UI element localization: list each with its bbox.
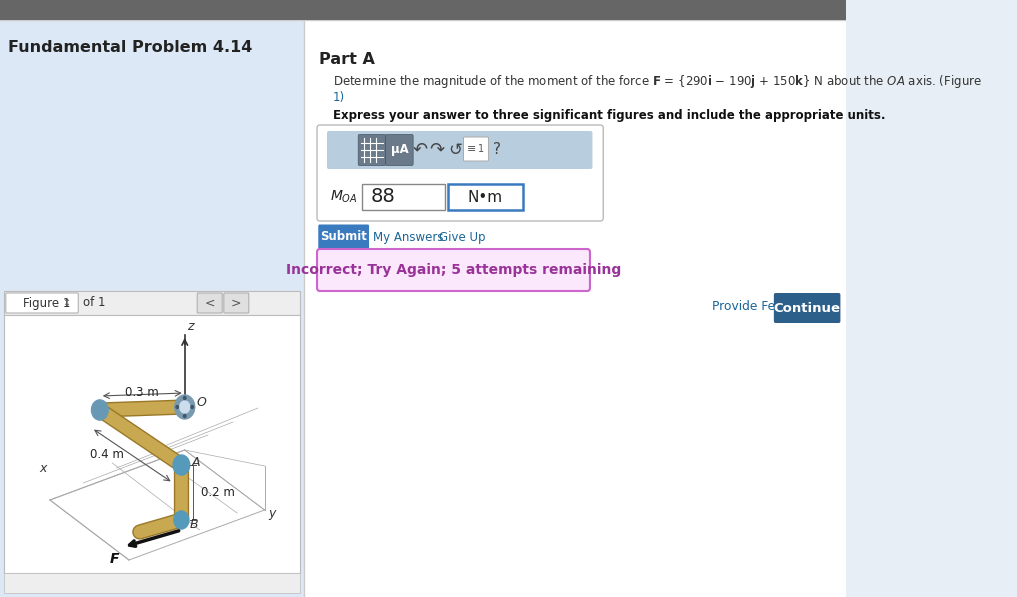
Text: of 1: of 1 (83, 297, 106, 309)
Circle shape (180, 401, 190, 413)
FancyBboxPatch shape (464, 137, 488, 161)
FancyBboxPatch shape (4, 291, 300, 315)
Circle shape (183, 414, 186, 417)
Text: My Answers: My Answers (373, 230, 443, 244)
Text: Incorrect; Try Again; 5 attempts remaining: Incorrect; Try Again; 5 attempts remaini… (286, 263, 621, 277)
Circle shape (191, 405, 193, 408)
Text: A: A (191, 457, 200, 469)
Text: O: O (196, 396, 206, 410)
Text: Provide Feedback: Provide Feedback (712, 300, 820, 313)
FancyBboxPatch shape (4, 315, 300, 573)
FancyBboxPatch shape (197, 293, 222, 313)
Text: ?: ? (493, 143, 500, 158)
Text: Give Up: Give Up (439, 230, 486, 244)
Text: 88: 88 (370, 187, 395, 207)
Text: <: < (204, 297, 215, 309)
Text: N•m: N•m (468, 189, 502, 205)
Circle shape (173, 455, 190, 475)
Text: « previous  |  2 of 3  |  next »: « previous | 2 of 3 | next » (691, 5, 840, 16)
Circle shape (176, 405, 179, 408)
Text: x: x (40, 461, 47, 475)
Text: z: z (187, 320, 193, 333)
Circle shape (183, 396, 186, 399)
FancyBboxPatch shape (327, 131, 593, 169)
FancyBboxPatch shape (358, 134, 385, 165)
Text: y: y (268, 506, 277, 519)
Text: 0.4 m: 0.4 m (89, 448, 123, 461)
FancyBboxPatch shape (447, 184, 523, 210)
Text: 1): 1) (333, 91, 345, 103)
Text: Express your answer to three significant figures and include the appropriate uni: Express your answer to three significant… (333, 109, 886, 122)
Text: Continue: Continue (774, 301, 841, 315)
Text: 0.3 m: 0.3 m (124, 386, 159, 399)
Text: 1: 1 (478, 144, 484, 154)
Text: F: F (110, 552, 120, 566)
FancyBboxPatch shape (0, 0, 846, 20)
Text: ↷: ↷ (429, 141, 444, 159)
Text: >: > (231, 297, 242, 309)
FancyBboxPatch shape (317, 125, 603, 221)
FancyBboxPatch shape (385, 134, 413, 165)
Text: B: B (190, 518, 198, 531)
Text: Determine the magnitude of the moment of the force $\mathbf{F}$ = {290$\mathbf{i: Determine the magnitude of the moment of… (333, 73, 981, 91)
Text: 0.2 m: 0.2 m (201, 486, 235, 499)
FancyBboxPatch shape (4, 573, 300, 593)
Text: Submit: Submit (320, 230, 367, 244)
FancyBboxPatch shape (6, 293, 78, 313)
Text: Part A: Part A (318, 53, 374, 67)
Text: Fundamental Problem 4.14: Fundamental Problem 4.14 (8, 41, 252, 56)
FancyBboxPatch shape (304, 20, 846, 597)
FancyBboxPatch shape (774, 293, 840, 323)
FancyBboxPatch shape (318, 224, 369, 250)
Text: ≡: ≡ (467, 144, 477, 154)
Circle shape (175, 395, 194, 419)
Circle shape (92, 400, 108, 420)
Text: μA: μA (391, 143, 408, 156)
Text: ↺: ↺ (448, 141, 462, 159)
Text: $M_{OA}$ =: $M_{OA}$ = (331, 189, 373, 205)
Circle shape (92, 400, 108, 420)
Text: Figure 1: Figure 1 (23, 297, 70, 309)
FancyBboxPatch shape (362, 184, 445, 210)
FancyBboxPatch shape (0, 20, 304, 597)
Text: ↶: ↶ (413, 141, 428, 159)
Circle shape (174, 511, 189, 529)
FancyBboxPatch shape (317, 249, 590, 291)
FancyBboxPatch shape (224, 293, 249, 313)
Text: ↕: ↕ (62, 298, 70, 308)
